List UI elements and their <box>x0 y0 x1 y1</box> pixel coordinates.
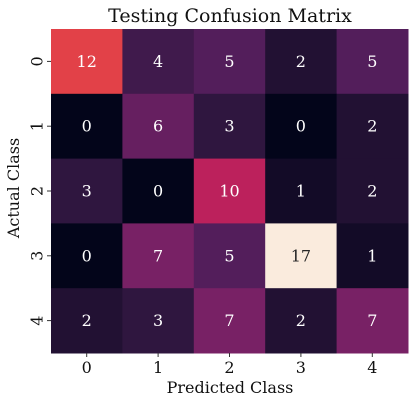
heatmap-cell-3-2 <box>193 223 266 289</box>
cell-value-label-0-2: 5 <box>224 52 234 71</box>
heatmap-cell-2-3 <box>265 158 338 224</box>
cell-value-label-4-4: 7 <box>367 311 377 330</box>
cell-value-label-1-3: 0 <box>296 117 306 136</box>
y-axis-label: Actual Class <box>4 138 23 239</box>
heatmap-cell-1-0 <box>51 93 123 160</box>
heatmap-cell-4-2 <box>193 288 266 354</box>
heatmap-cell-4-4 <box>336 288 409 354</box>
y-tick-label-3: 3 <box>28 251 47 261</box>
heatmap-cell-1-4 <box>336 93 409 160</box>
y-tick-label-0: 0 <box>28 56 47 66</box>
heatmap-cell-0-3 <box>265 29 338 95</box>
heatmap-cell-4-3 <box>265 288 338 354</box>
heatmap-cell-4-0 <box>51 288 123 354</box>
x-axis-ticks: 0 1 2 3 4 <box>82 353 377 377</box>
cell-value-label-2-2: 10 <box>219 182 239 201</box>
cell-value-label-0-1: 4 <box>153 52 163 71</box>
y-axis-ticks: 0 1 2 3 4 <box>28 56 51 326</box>
heatmap-cell-2-2 <box>193 158 266 224</box>
heatmap-cell-0-1 <box>122 29 195 95</box>
heatmap-cell-4-1 <box>122 288 195 354</box>
cell-value-label-4-0: 2 <box>82 311 92 330</box>
cell-value-label-2-4: 2 <box>367 182 377 201</box>
heatmap-cell-1-2 <box>193 93 266 160</box>
cell-value-label-1-2: 3 <box>224 117 234 136</box>
cell-value-label-4-1: 3 <box>153 311 163 330</box>
heatmap-cell-0-2 <box>193 29 266 95</box>
heatmap-cell-2-4 <box>336 158 409 224</box>
x-axis-label: Predicted Class <box>167 378 294 397</box>
heatmap-cell-2-0 <box>51 158 123 224</box>
heatmap-cell-2-1 <box>122 158 195 224</box>
cell-value-label-0-0: 12 <box>77 52 97 71</box>
cell-value-label-2-0: 3 <box>82 182 92 201</box>
cell-value-label-4-3: 2 <box>296 311 306 330</box>
cell-value-label-4-2: 7 <box>224 311 234 330</box>
heatmap-cell-3-3 <box>265 223 338 289</box>
heatmap-cell-1-1 <box>122 93 195 160</box>
heatmap-cell-3-1 <box>122 223 195 289</box>
cell-value-label-0-4: 5 <box>367 52 377 71</box>
x-tick-label-0: 0 <box>82 358 92 377</box>
cell-value-label-3-2: 5 <box>224 246 234 265</box>
x-tick-label-2: 2 <box>224 358 234 377</box>
x-tick-label-1: 1 <box>153 358 163 377</box>
cell-value-label-3-0: 0 <box>82 246 92 265</box>
cell-value-label-2-1: 0 <box>153 182 163 201</box>
heatmap-cell-0-0 <box>51 29 123 95</box>
cell-value-label-3-1: 7 <box>153 246 163 265</box>
cell-value-label-0-3: 2 <box>296 52 306 71</box>
cell-value-label-1-4: 2 <box>367 117 377 136</box>
y-tick-label-1: 1 <box>28 121 47 131</box>
cell-value-label-1-0: 0 <box>82 117 92 136</box>
cell-value-label-3-3: 17 <box>291 246 311 265</box>
cell-value-label-3-4: 1 <box>367 246 377 265</box>
y-tick-label-2: 2 <box>28 186 47 196</box>
x-tick-label-3: 3 <box>296 358 306 377</box>
heatmap-cells: 12 4 5 2 50 6 3 0 23 0 10 1 20 7 5 17 12 3 7 2 7 <box>51 29 409 354</box>
heatmap-cell-3-4 <box>336 223 409 289</box>
cell-value-label-2-3: 1 <box>296 182 306 201</box>
heatmap-cell-1-3 <box>265 93 338 160</box>
heatmap-cell-3-0 <box>51 223 123 289</box>
x-tick-label-4: 4 <box>367 358 377 377</box>
cell-value-label-1-1: 6 <box>153 117 163 136</box>
chart-title: Testing Confusion Matrix <box>108 5 352 27</box>
heatmap-cell-0-4 <box>336 29 409 95</box>
y-tick-label-4: 4 <box>28 316 47 326</box>
